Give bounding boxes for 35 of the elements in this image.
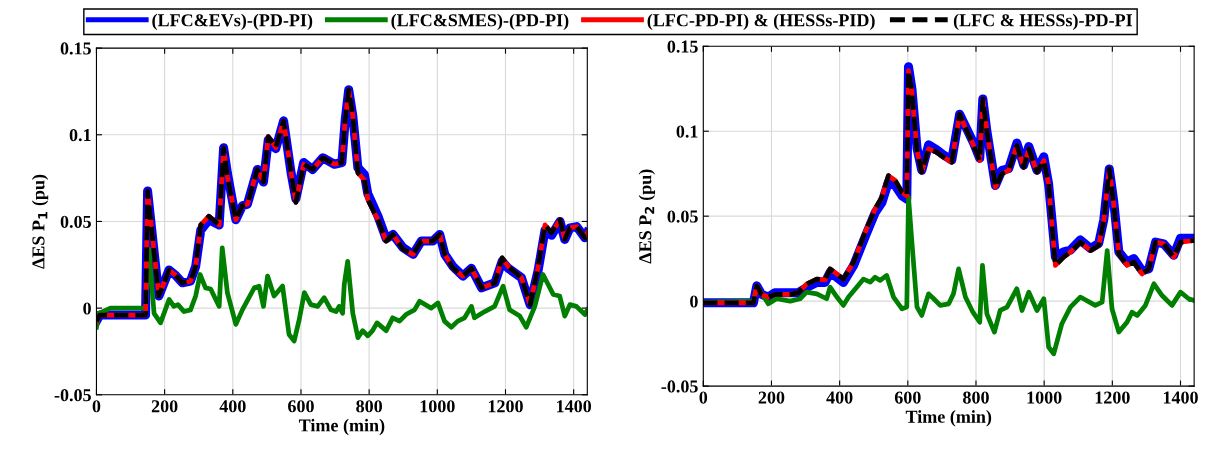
y-tick-label: 0 xyxy=(690,295,698,308)
y-axis-title: ΔES P$_{1}$ (pu) xyxy=(31,174,49,269)
x-axis-title: Time (min) xyxy=(905,410,992,427)
legend-label: (LFC-PD-PI) & (HESSs-PID) xyxy=(647,13,875,31)
line-series xyxy=(96,245,588,344)
y-tick-label: 0.05 xyxy=(60,215,91,228)
y-tick-label: 0.15 xyxy=(667,40,698,53)
x-axis-title: Time (min) xyxy=(298,418,385,436)
x-tick-label: 1000 xyxy=(420,400,455,413)
x-tick-label: 200 xyxy=(758,391,785,404)
x-tick-label: 1400 xyxy=(1163,391,1198,404)
x-tick-label: 200 xyxy=(151,400,178,413)
y-tick-label: 0.15 xyxy=(60,42,91,55)
x-tick-label: 600 xyxy=(288,400,314,413)
x-tick-label: 1200 xyxy=(488,400,523,413)
legend-label: (LFC&EVs)-(PD-PI) xyxy=(152,13,313,31)
y-tick-label: 0.1 xyxy=(676,125,698,138)
x-tick-label: 1000 xyxy=(1027,391,1062,404)
y-tick-label: 0 xyxy=(83,302,91,315)
x-tick-label: 0 xyxy=(699,391,708,404)
x-tick-label: 800 xyxy=(963,391,989,404)
x-tick-label: 600 xyxy=(894,391,921,404)
y-tick-label: 0.1 xyxy=(69,129,91,142)
y-tick-label: 0.05 xyxy=(667,210,698,223)
legend-label: (LFC&SMES)-(PD-PI) xyxy=(391,13,569,31)
legend-label: (LFC & HESSs)-PD-PI xyxy=(953,13,1133,31)
y-tick-label: -0.05 xyxy=(54,389,91,402)
x-tick-label: 0 xyxy=(92,400,101,413)
x-tick-label: 1400 xyxy=(557,400,592,413)
y-axis-title: ΔES P$_{2}$ (pu) xyxy=(638,169,656,264)
x-tick-label: 1200 xyxy=(1095,391,1130,404)
y-tick-label: -0.05 xyxy=(661,380,698,393)
x-tick-label: 400 xyxy=(219,400,246,413)
x-tick-label: 800 xyxy=(356,400,382,413)
x-tick-label: 400 xyxy=(826,391,853,404)
